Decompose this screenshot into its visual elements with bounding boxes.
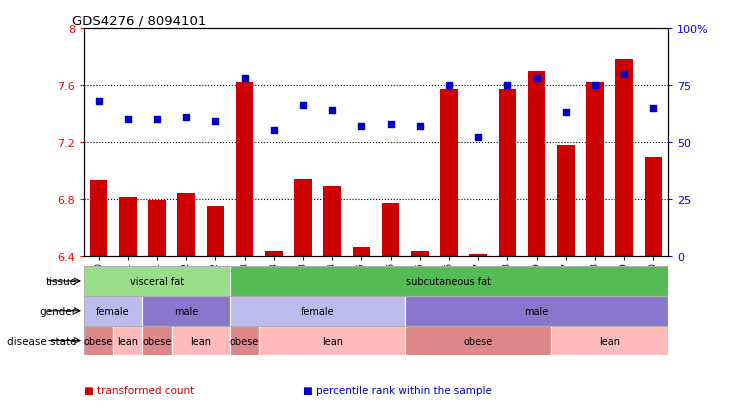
Bar	[142, 326, 172, 356]
Point	[356, 123, 367, 130]
Bar	[259, 326, 405, 356]
Point	[385, 121, 396, 128]
Text: lean: lean	[191, 336, 211, 346]
Bar	[557, 145, 575, 256]
Text: GDS4276 / 8094101: GDS4276 / 8094101	[72, 15, 207, 28]
Point	[618, 71, 630, 78]
Text: subcutaneous fat: subcutaneous fat	[407, 276, 491, 286]
Point	[122, 116, 134, 123]
Point	[239, 76, 250, 82]
Point	[326, 107, 338, 114]
Bar	[177, 194, 195, 256]
Bar	[148, 201, 166, 256]
Text: male: male	[524, 306, 549, 316]
Bar	[615, 60, 633, 256]
Bar	[528, 71, 545, 256]
Bar	[411, 252, 429, 256]
Point	[151, 116, 163, 123]
Bar	[645, 158, 662, 256]
Bar	[294, 179, 312, 256]
Point	[297, 103, 309, 109]
Bar	[353, 247, 370, 256]
Bar	[207, 206, 224, 256]
Text: disease state: disease state	[7, 336, 77, 346]
Point	[531, 76, 542, 82]
Text: obese: obese	[464, 336, 493, 346]
Text: tissue: tissue	[45, 276, 77, 286]
Bar	[382, 204, 399, 256]
Bar	[230, 296, 405, 326]
Bar	[323, 187, 341, 256]
Point	[180, 114, 192, 121]
Bar	[230, 266, 668, 296]
Point	[268, 128, 280, 134]
Text: male: male	[174, 306, 199, 316]
Bar	[499, 90, 516, 256]
Text: lean: lean	[118, 336, 138, 346]
Text: female: female	[301, 306, 334, 316]
Point	[443, 83, 455, 89]
Bar	[551, 326, 668, 356]
Point	[648, 105, 659, 112]
Bar	[405, 296, 668, 326]
Bar	[469, 255, 487, 256]
Point	[93, 98, 104, 105]
Point	[560, 109, 572, 116]
Text: lean: lean	[322, 336, 342, 346]
Text: obese: obese	[84, 336, 113, 346]
Text: ■ transformed count: ■ transformed count	[84, 385, 194, 395]
Point	[589, 83, 601, 89]
Point	[472, 135, 484, 141]
Bar	[84, 296, 142, 326]
Text: visceral fat: visceral fat	[130, 276, 184, 286]
Text: gender: gender	[39, 306, 77, 316]
Text: lean: lean	[599, 336, 620, 346]
Bar	[586, 83, 604, 256]
Text: female: female	[96, 306, 130, 316]
Bar	[90, 181, 107, 256]
Bar	[84, 326, 113, 356]
Bar	[84, 266, 230, 296]
Point	[210, 119, 221, 125]
Bar	[172, 326, 230, 356]
Bar	[236, 83, 253, 256]
Bar	[405, 326, 551, 356]
Bar	[119, 198, 137, 256]
Point	[414, 123, 426, 130]
Text: obese: obese	[230, 336, 259, 346]
Bar	[142, 296, 230, 326]
Bar	[113, 326, 142, 356]
Bar	[440, 90, 458, 256]
Text: obese: obese	[142, 336, 172, 346]
Point	[502, 83, 513, 89]
Text: ■ percentile rank within the sample: ■ percentile rank within the sample	[303, 385, 492, 395]
Bar	[265, 252, 283, 256]
Bar	[230, 326, 259, 356]
